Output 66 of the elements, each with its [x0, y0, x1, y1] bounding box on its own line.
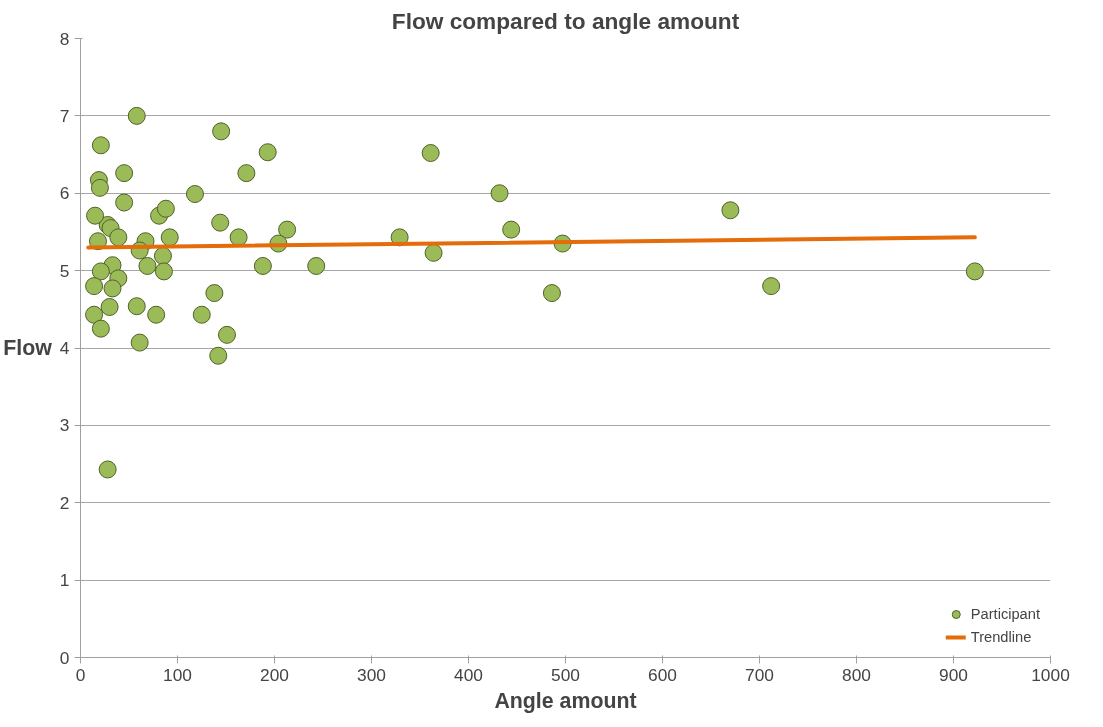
point — [98, 460, 117, 479]
point — [115, 193, 134, 212]
y-tick-label: 0 — [59, 647, 70, 668]
x-tick-label: 200 — [260, 664, 289, 685]
point — [192, 305, 211, 324]
point — [109, 228, 128, 247]
y-axis-title: Flow — [3, 336, 53, 360]
x-axis-title: Angle amount — [494, 688, 637, 713]
point — [103, 279, 122, 298]
point — [278, 220, 297, 239]
point — [127, 297, 146, 316]
x-tick-label: 900 — [939, 664, 968, 685]
point — [138, 257, 157, 275]
point — [253, 257, 272, 275]
y-tick-label: 3 — [59, 415, 70, 436]
y-tick-label: 2 — [59, 492, 70, 513]
point — [965, 262, 984, 281]
x-tick-label: 500 — [551, 664, 580, 685]
point — [542, 284, 561, 303]
y-tick-label: 6 — [59, 183, 70, 204]
legend-label: Participant — [970, 606, 1040, 622]
x-tick-label: 800 — [842, 664, 871, 685]
x-tick-label: 100 — [163, 664, 192, 685]
y-tick-label: 5 — [59, 260, 70, 281]
point — [91, 262, 110, 281]
point — [130, 333, 149, 352]
y-tick-label: 7 — [59, 105, 70, 126]
point — [211, 213, 230, 232]
point — [156, 199, 175, 218]
point — [160, 228, 179, 247]
point — [490, 184, 509, 203]
point — [185, 185, 204, 204]
x-tick-label: 600 — [648, 664, 677, 685]
point — [127, 106, 146, 125]
y-tick-label: 4 — [59, 338, 70, 358]
y-tick-label: 8 — [59, 28, 70, 49]
chart-title: Flow compared to angle amount — [391, 7, 740, 34]
point — [307, 257, 326, 275]
point — [115, 164, 134, 183]
x-tick-label: 700 — [745, 664, 774, 685]
point — [154, 262, 173, 281]
point — [424, 243, 443, 262]
point — [91, 319, 110, 338]
point — [421, 144, 440, 162]
point — [209, 346, 228, 365]
legend-label: Trendline — [970, 629, 1032, 645]
point — [721, 201, 740, 220]
x-tick-label: 300 — [357, 664, 386, 685]
point — [212, 122, 231, 141]
x-tick-label: 0 — [75, 664, 86, 685]
point — [205, 284, 224, 303]
point — [85, 305, 104, 324]
point — [85, 277, 104, 296]
point — [502, 220, 521, 239]
x-tick-label: 400 — [454, 664, 483, 685]
point — [147, 305, 166, 324]
point — [91, 136, 110, 155]
point — [237, 164, 256, 183]
point — [86, 206, 105, 225]
point — [90, 178, 109, 197]
point — [762, 277, 781, 296]
point — [258, 143, 277, 162]
point — [217, 325, 236, 344]
x-tick-label: 1000 — [1031, 664, 1070, 685]
y-tick-label: 1 — [59, 570, 70, 591]
point — [100, 298, 119, 316]
